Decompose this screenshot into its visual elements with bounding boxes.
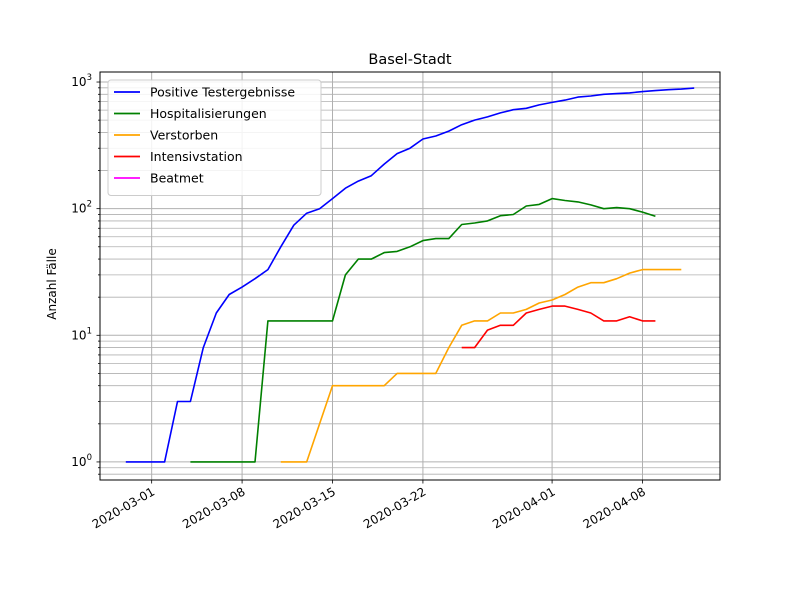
y-tick-label: 102: [71, 200, 92, 216]
legend-label: Beatmet: [150, 171, 204, 186]
series-lines: [125, 87, 695, 463]
y-tick-base: 10: [71, 328, 86, 342]
series-line-3: [461, 305, 656, 349]
chart-title: Basel-Stadt: [368, 52, 452, 68]
y-axis-label: Anzahl Fälle: [45, 248, 59, 319]
y-tick-exponent: 1: [87, 326, 92, 336]
y-tick-label: 101: [71, 326, 92, 342]
y-tick-exponent: 2: [87, 200, 92, 210]
legend-label: Hospitalisierungen: [150, 106, 267, 121]
series-line-2: [280, 268, 682, 463]
series-line-1: [190, 197, 656, 463]
legend-label: Positive Testergebnisse: [150, 85, 295, 100]
legend-label: Intensivstation: [150, 149, 243, 164]
y-tick-base: 10: [71, 75, 86, 89]
series-line-0: [125, 87, 695, 463]
y-tick-exponent: 0: [87, 453, 92, 463]
legend-label: Verstorben: [150, 128, 218, 143]
y-tick-base: 10: [71, 202, 86, 216]
legend-box: [107, 79, 322, 196]
y-tick-exponent: 3: [87, 73, 92, 83]
plot-frame: [99, 71, 721, 481]
legend: Positive Testergebnisse Hospitalisierunge…: [107, 79, 322, 196]
y-tick-base: 10: [71, 455, 86, 469]
y-tick-label: 103: [71, 73, 92, 89]
y-tick-label: 100: [71, 453, 92, 469]
